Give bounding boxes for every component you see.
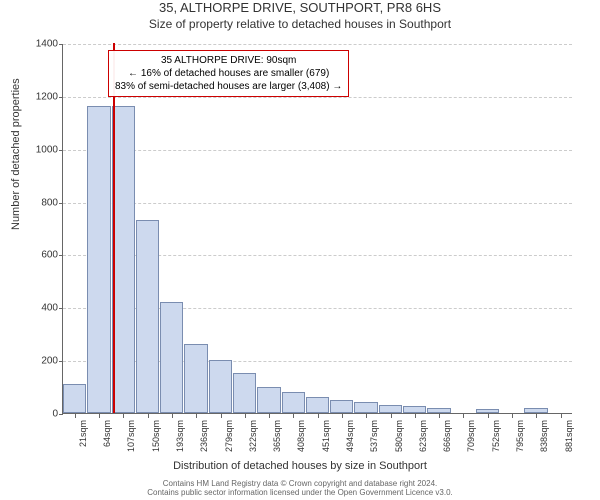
histogram-bar	[524, 408, 547, 413]
annotation-line2: ← 16% of detached houses are smaller (67…	[115, 67, 342, 80]
xtick-label: 752sqm	[491, 420, 501, 452]
ytick-mark	[59, 361, 63, 362]
chart-area: 21sqm64sqm107sqm150sqm193sqm236sqm279sqm…	[62, 44, 572, 414]
histogram-bar	[233, 373, 256, 413]
footer-line1: Contains HM Land Registry data © Crown c…	[0, 479, 600, 489]
xtick-label: 365sqm	[272, 420, 282, 452]
ytick-label: 200	[18, 356, 58, 367]
chart-subtitle: Size of property relative to detached ho…	[0, 17, 600, 31]
ytick-label: 400	[18, 303, 58, 314]
xtick-mark	[148, 414, 149, 418]
footer: Contains HM Land Registry data © Crown c…	[0, 479, 600, 498]
ytick-mark	[59, 308, 63, 309]
ytick-label: 1200	[18, 91, 58, 102]
xtick-label: 150sqm	[151, 420, 161, 452]
xtick-label: 451sqm	[321, 420, 331, 452]
xtick-mark	[99, 414, 100, 418]
xtick-label: 838sqm	[539, 420, 549, 452]
histogram-bar	[379, 405, 402, 413]
xtick-mark	[366, 414, 367, 418]
ytick-label: 0	[18, 409, 58, 420]
annotation-line1: 35 ALTHORPE DRIVE: 90sqm	[115, 54, 342, 67]
x-axis-title: Distribution of detached houses by size …	[0, 460, 600, 472]
ytick-label: 800	[18, 197, 58, 208]
ytick-mark	[59, 255, 63, 256]
gridline	[63, 44, 572, 45]
ytick-label: 600	[18, 250, 58, 261]
histogram-bar	[136, 220, 159, 413]
ytick-mark	[59, 203, 63, 204]
histogram-bar	[87, 106, 110, 413]
footer-line2: Contains public sector information licen…	[0, 488, 600, 498]
histogram-bar	[427, 408, 450, 413]
xtick-label: 580sqm	[394, 420, 404, 452]
xtick-label: 64sqm	[102, 420, 112, 447]
xtick-label: 537sqm	[369, 420, 379, 452]
histogram-bar	[330, 400, 353, 413]
xtick-label: 494sqm	[345, 420, 355, 452]
xtick-mark	[196, 414, 197, 418]
xtick-label: 193sqm	[175, 420, 185, 452]
histogram-bar	[63, 384, 86, 413]
xtick-mark	[415, 414, 416, 418]
histogram-bar	[282, 392, 305, 413]
histogram-bar	[476, 409, 499, 413]
plot-area: 21sqm64sqm107sqm150sqm193sqm236sqm279sqm…	[62, 44, 572, 414]
xtick-label: 623sqm	[418, 420, 428, 452]
xtick-mark	[245, 414, 246, 418]
histogram-bar	[112, 106, 135, 413]
ytick-mark	[59, 150, 63, 151]
histogram-bar	[257, 387, 280, 413]
histogram-bar	[403, 406, 426, 413]
xtick-mark	[269, 414, 270, 418]
histogram-bar	[306, 397, 329, 413]
xtick-mark	[536, 414, 537, 418]
xtick-mark	[293, 414, 294, 418]
xtick-mark	[439, 414, 440, 418]
xtick-mark	[172, 414, 173, 418]
histogram-bar	[209, 360, 232, 413]
xtick-mark	[488, 414, 489, 418]
xtick-label: 666sqm	[442, 420, 452, 452]
ytick-mark	[59, 44, 63, 45]
xtick-mark	[463, 414, 464, 418]
xtick-label: 795sqm	[515, 420, 525, 452]
ytick-label: 1000	[18, 144, 58, 155]
xtick-mark	[342, 414, 343, 418]
ytick-mark	[59, 414, 63, 415]
ytick-mark	[59, 97, 63, 98]
xtick-label: 279sqm	[224, 420, 234, 452]
xtick-label: 21sqm	[78, 420, 88, 447]
xtick-mark	[75, 414, 76, 418]
annotation-line3: 83% of semi-detached houses are larger (…	[115, 80, 342, 93]
xtick-mark	[391, 414, 392, 418]
histogram-bar	[354, 402, 377, 413]
xtick-label: 236sqm	[199, 420, 209, 452]
xtick-mark	[561, 414, 562, 418]
xtick-mark	[221, 414, 222, 418]
gridline	[63, 150, 572, 151]
xtick-mark	[512, 414, 513, 418]
xtick-label: 881sqm	[564, 420, 574, 452]
gridline	[63, 203, 572, 204]
xtick-label: 709sqm	[466, 420, 476, 452]
xtick-label: 408sqm	[296, 420, 306, 452]
ytick-label: 1400	[18, 39, 58, 50]
xtick-label: 322sqm	[248, 420, 258, 452]
annotation-box: 35 ALTHORPE DRIVE: 90sqm ← 16% of detach…	[108, 50, 349, 97]
xtick-mark	[318, 414, 319, 418]
xtick-mark	[123, 414, 124, 418]
histogram-bar	[184, 344, 207, 413]
chart-title: 35, ALTHORPE DRIVE, SOUTHPORT, PR8 6HS	[0, 0, 600, 15]
histogram-bar	[160, 302, 183, 413]
marker-line	[113, 43, 115, 413]
xtick-label: 107sqm	[126, 420, 136, 452]
